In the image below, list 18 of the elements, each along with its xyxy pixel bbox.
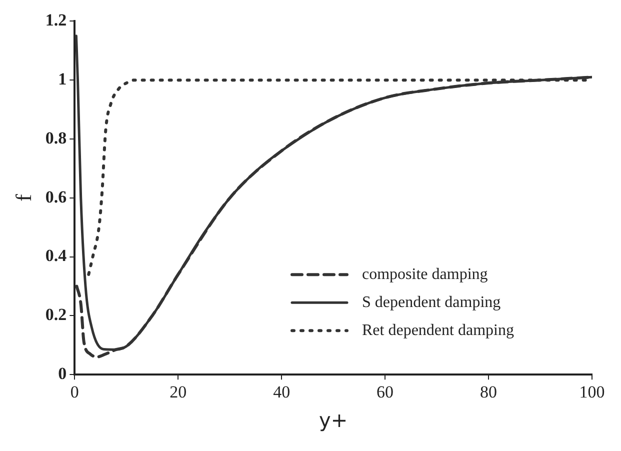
legend-label: S dependent damping [362,294,501,311]
x-tick-label: 0 [70,382,79,402]
y-axis-title: f [10,194,36,202]
y-tick-label: 0.4 [45,246,68,266]
x-axis-title: y+ [319,408,348,432]
y-tick-label: 0.8 [45,128,67,148]
y-tick-label: 1 [58,69,67,88]
y-tick-label: 0.2 [45,305,67,324]
legend-label: Ret dependent damping [362,322,514,339]
y-tick-label: 0.6 [45,187,67,206]
x-tick-label: 100 [579,382,605,402]
y-tick-label: 0 [58,364,67,383]
x-tick-label: 20 [170,382,187,402]
legend-label: composite damping [362,266,488,283]
y-tick-label: 1.2 [45,10,67,30]
x-tick-label: 40 [273,382,290,402]
x-tick-label: 60 [376,382,394,402]
x-tick-label: 80 [480,382,498,402]
